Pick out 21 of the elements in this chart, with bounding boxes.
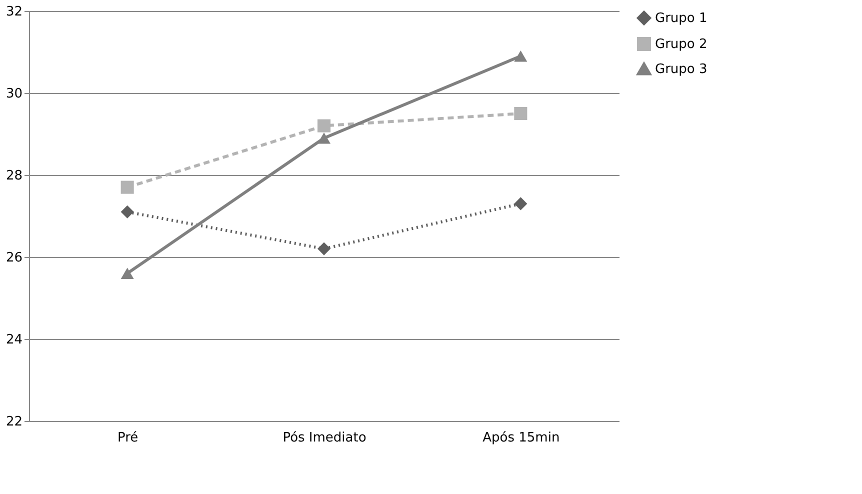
point (317, 132, 331, 144)
legend-label: Grupo 1 (655, 11, 708, 26)
x-tick-label: Pós Imediato (282, 430, 366, 446)
x-tick-label: Pré (117, 430, 138, 446)
point (317, 242, 331, 256)
point (317, 119, 331, 132)
y-tick-label: 30 (6, 86, 22, 102)
point (514, 106, 528, 120)
point (514, 197, 528, 210)
point (514, 50, 528, 62)
legend-label: Grupo 2 (655, 37, 708, 52)
point (120, 205, 134, 218)
point (120, 268, 134, 280)
y-tick-label: 22 (6, 414, 22, 430)
legend-label: Grupo 3 (655, 62, 708, 77)
point (120, 180, 134, 194)
y-tick-label: 32 (6, 4, 22, 20)
y-tick-label: 26 (6, 250, 22, 266)
x-tick-label: Após 15min (482, 430, 560, 446)
y-tick-label: 24 (6, 332, 22, 348)
y-tick-label: 28 (6, 168, 22, 184)
